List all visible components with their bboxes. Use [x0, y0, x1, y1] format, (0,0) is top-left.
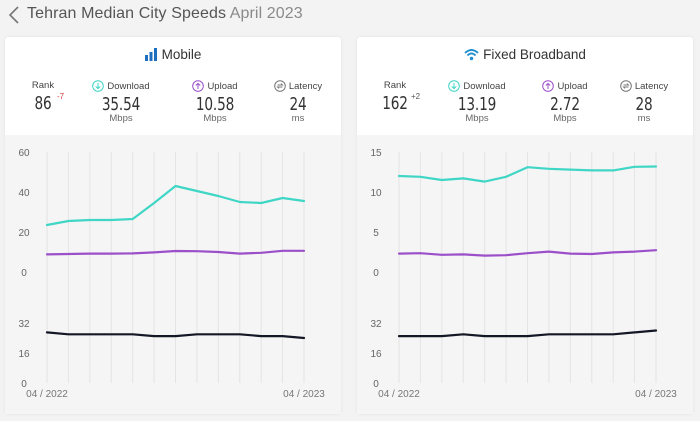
- latency-label: Latency: [634, 81, 669, 92]
- y-tick-label: 5: [373, 228, 379, 239]
- back-arrow-icon[interactable]: [6, 5, 22, 25]
- x-tick-label: 04 / 2022: [26, 389, 68, 400]
- city-title: Tehran Median City Speeds: [27, 5, 227, 22]
- upload-value: 2.72: [550, 95, 580, 115]
- page-title: Tehran Median City Speeds April 2023: [27, 5, 303, 23]
- y-tick-label: 60: [18, 148, 30, 159]
- mobile-chart-svg: 0 20 40 60 0 16 32 04 / 2022 04 / 2023: [18, 148, 325, 400]
- rank-label: Rank: [31, 80, 55, 91]
- page-header: Tehran Median City Speeds April 2023: [0, 0, 700, 32]
- upload-unit: Mbps: [203, 113, 227, 124]
- panel-title-label: Fixed Broadband: [483, 47, 586, 62]
- download-series-line: [45, 184, 306, 227]
- latency-series-line: [45, 331, 306, 340]
- upload-series-line: [397, 249, 658, 257]
- download-icon: [92, 80, 105, 92]
- download-value: 13.19: [457, 95, 497, 115]
- latency-stat: Latency 28 ms: [607, 80, 681, 124]
- upload-label: Upload: [557, 81, 588, 92]
- y-tick-label: 10: [370, 188, 382, 199]
- download-stat: Download 13.19 Mbps: [439, 80, 515, 124]
- latency-icon: [274, 80, 286, 92]
- download-series-line: [397, 165, 658, 183]
- download-unit: Mbps: [109, 113, 133, 124]
- latency-stat: Latency 24 ms: [261, 80, 335, 124]
- rank-value: 162: [382, 94, 408, 114]
- upload-icon: [542, 80, 555, 92]
- upload-stat: Upload 10.58 Mbps: [177, 80, 253, 124]
- download-value: 35.54: [101, 95, 141, 115]
- latency-tick-label: 32: [370, 319, 382, 330]
- download-stat: Download 35.54 Mbps: [83, 80, 159, 124]
- latency-tick-label: 16: [18, 349, 30, 360]
- upload-stat: Upload 2.72 Mbps: [527, 80, 603, 124]
- latency-unit: ms: [291, 113, 305, 124]
- latency-tick-label: 0: [373, 379, 379, 390]
- rank-change: -7: [57, 92, 65, 101]
- latency-unit: ms: [637, 113, 651, 124]
- fixed-broadband-chart: 0 5 10 15 0 16 32 04 / 2022 04 / 2023: [357, 135, 693, 414]
- signal-bars-icon: [144, 48, 157, 61]
- fixed-broadband-chart-svg: 0 5 10 15 0 16 32 04 / 2022 04 / 2023: [370, 148, 677, 400]
- download-label: Download: [107, 81, 150, 92]
- x-tick-label: 04 / 2023: [635, 389, 677, 400]
- latency-label: Latency: [288, 81, 323, 92]
- upload-series-line: [45, 249, 306, 256]
- y-tick-label: 0: [21, 268, 27, 279]
- y-tick-label: 40: [18, 188, 30, 199]
- latency-tick-label: 16: [370, 349, 382, 360]
- rank-stat: Rank 86 -7: [23, 80, 65, 114]
- latency-tick-label: 0: [21, 379, 27, 390]
- panel-title: Fixed Broadband: [357, 47, 693, 62]
- panel-title: Mobile: [5, 47, 341, 62]
- x-tick-label: 04 / 2022: [378, 389, 420, 400]
- upload-value: 10.58: [195, 95, 235, 115]
- rank-change: +2: [411, 92, 421, 101]
- rank-label: Rank: [383, 80, 407, 91]
- latency-icon: [620, 80, 632, 92]
- download-icon: [448, 80, 461, 92]
- period-subtitle: April 2023: [229, 5, 303, 22]
- latency-value: 24: [289, 95, 307, 115]
- upload-label: Upload: [207, 81, 238, 92]
- rank-value: 86: [34, 94, 52, 114]
- rank-stat: Rank 162 +2: [371, 80, 421, 114]
- mobile-panel: Mobile Rank 86 -7 Download 35.54 Mbps Up…: [5, 37, 341, 414]
- x-tick-label: 04 / 2023: [283, 389, 325, 400]
- fixed-broadband-panel: Fixed Broadband Rank 162 +2 Download 13.…: [357, 37, 693, 414]
- latency-tick-label: 32: [18, 319, 30, 330]
- y-tick-label: 15: [370, 148, 382, 159]
- panel-title-label: Mobile: [161, 47, 202, 62]
- wifi-icon: [464, 49, 479, 61]
- upload-unit: Mbps: [553, 113, 577, 124]
- download-unit: Mbps: [465, 113, 489, 124]
- mobile-chart: 0 20 40 60 0 16 32 04 / 2022 04 / 2023: [5, 135, 341, 414]
- y-tick-label: 20: [18, 228, 30, 239]
- latency-series-line: [397, 329, 658, 338]
- y-tick-label: 0: [373, 268, 379, 279]
- latency-value: 28: [635, 95, 653, 115]
- upload-icon: [192, 80, 205, 92]
- download-label: Download: [463, 81, 506, 92]
